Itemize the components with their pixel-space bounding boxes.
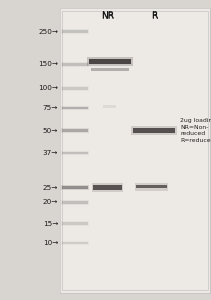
Bar: [61, 29, 89, 34]
Text: 10→: 10→: [43, 240, 58, 246]
Text: 150→: 150→: [38, 61, 58, 68]
Bar: [62, 201, 88, 204]
Text: NR: NR: [101, 12, 114, 21]
Bar: [62, 242, 88, 244]
Bar: [133, 128, 175, 133]
Bar: [103, 105, 116, 108]
Text: 37→: 37→: [43, 150, 58, 156]
Bar: [62, 129, 88, 132]
Text: 2ug loading
NR=Non-
reduced
R=reduced: 2ug loading NR=Non- reduced R=reduced: [180, 118, 211, 142]
Bar: [62, 87, 88, 90]
Bar: [135, 183, 168, 190]
Text: NR: NR: [101, 11, 114, 20]
Bar: [62, 63, 88, 66]
Text: R: R: [151, 12, 157, 21]
Bar: [61, 221, 89, 226]
Bar: [87, 57, 133, 66]
Bar: [61, 185, 89, 190]
Text: R: R: [151, 11, 157, 20]
Bar: [62, 30, 88, 33]
Text: 15→: 15→: [43, 220, 58, 226]
Bar: [62, 11, 208, 290]
Bar: [61, 241, 89, 245]
Bar: [61, 106, 89, 110]
Text: 20→: 20→: [43, 200, 58, 206]
Bar: [62, 186, 88, 189]
Bar: [60, 8, 210, 292]
Text: 75→: 75→: [43, 105, 58, 111]
Bar: [61, 151, 89, 155]
Bar: [61, 62, 89, 67]
Bar: [61, 200, 89, 205]
Bar: [61, 86, 89, 91]
Text: 25→: 25→: [43, 184, 58, 190]
Bar: [92, 183, 123, 192]
Bar: [60, 8, 210, 292]
Bar: [61, 128, 89, 133]
Bar: [136, 185, 167, 188]
Bar: [89, 59, 131, 64]
Bar: [62, 222, 88, 225]
Text: 100→: 100→: [38, 85, 58, 91]
Bar: [91, 68, 129, 71]
Text: 50→: 50→: [43, 128, 58, 134]
Text: 250→: 250→: [38, 28, 58, 34]
Bar: [93, 185, 122, 190]
Bar: [62, 152, 88, 154]
Bar: [131, 126, 177, 135]
Bar: [62, 107, 88, 109]
